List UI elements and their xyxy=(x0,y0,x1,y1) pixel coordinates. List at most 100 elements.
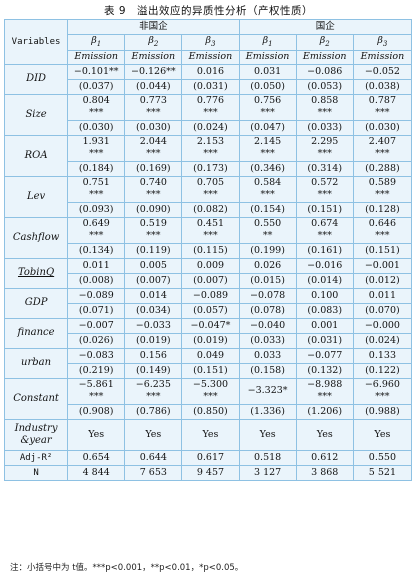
standard-error-cell: (1.206) xyxy=(295,403,354,420)
coefficient-row: Cashflow 0.649 *** 0.519 *** 0.451 *** 0.550 ** 0… xyxy=(3,216,413,259)
coefficient-cell: −5.861 *** xyxy=(67,377,126,405)
significance-stars: *** xyxy=(89,189,104,201)
coefficient-cell: 0.584 *** xyxy=(238,175,297,203)
adj-r2-cell: 0.550 xyxy=(352,449,413,466)
standard-error-cell: (0.850) xyxy=(181,403,240,420)
coefficient-cell: 0.026 xyxy=(238,257,297,274)
coefficient-value: 0.756 xyxy=(254,95,282,107)
coefficient-cell: −0.126** xyxy=(124,63,183,80)
standard-error-cell: (0.014) xyxy=(295,272,354,289)
variable-name: finance xyxy=(3,317,69,349)
standard-error-cell: (0.219) xyxy=(67,362,126,379)
coefficient-value: 2.295 xyxy=(311,136,339,148)
coefficient-value: 0.005 xyxy=(139,259,167,271)
variable-name: urban xyxy=(3,347,69,379)
significance-stars: *** xyxy=(203,107,218,119)
regression-table: Variables 非国企 国企 β1 β2 β3 β1 β2 β3 Emission Em… xyxy=(3,19,413,481)
significance-stars: *** xyxy=(203,148,218,160)
coefficient-value: −0.101** xyxy=(73,65,119,77)
coefficient-value: −0.007 xyxy=(78,319,114,331)
significance-stars: *** xyxy=(260,189,275,201)
coefficient-cell: 0.804 *** xyxy=(67,93,126,121)
standard-error-cell: (0.019) xyxy=(181,332,240,349)
coefficient-cell: 0.033 xyxy=(238,347,297,364)
coefficient-value: 0.589 xyxy=(368,177,396,189)
standard-error-cell: (0.184) xyxy=(67,160,126,177)
standard-error-cell: (0.199) xyxy=(238,242,297,259)
coefficient-value: 2.145 xyxy=(254,136,282,148)
header-row-groups: Variables 非国企 国企 xyxy=(3,19,413,65)
coefficient-value: 0.674 xyxy=(311,218,339,230)
standard-error-cell: (0.034) xyxy=(124,302,183,319)
coefficient-cell: 0.572 *** xyxy=(295,175,354,203)
significance-stars: *** xyxy=(203,391,218,403)
standard-error-cell: (0.122) xyxy=(352,362,413,379)
coefficient-value: 0.649 xyxy=(82,218,110,230)
standard-error-cell: (1.336) xyxy=(238,403,297,420)
coefficient-value: −6.235 xyxy=(135,379,171,391)
beta-header: β1 xyxy=(67,34,126,51)
coefficient-cell: −0.040 xyxy=(238,317,297,334)
standard-error-row: (0.908) (0.786) (0.850) (1.336) (1.206) (0.98… xyxy=(5,403,413,420)
standard-error-cell: (0.070) xyxy=(352,302,413,319)
coefficient-cell: −0.033 xyxy=(124,317,183,334)
coefficient-value: −0.086 xyxy=(307,65,343,77)
table-title: 表 9 溢出效应的异质性分析（产权性质） xyxy=(103,5,314,17)
n-obs-cell: 9 457 xyxy=(181,464,240,481)
coefficient-value: −5.861 xyxy=(78,379,114,391)
standard-error-cell: (0.090) xyxy=(124,201,183,218)
significance-stars: *** xyxy=(317,107,332,119)
standard-error-cell: (0.038) xyxy=(352,78,413,95)
coefficient-cell: 0.014 xyxy=(124,287,183,304)
variable-name: Cashflow xyxy=(3,216,69,259)
coefficient-value: 0.776 xyxy=(196,95,225,107)
significance-stars: *** xyxy=(146,107,161,119)
adj-r2-label: Adj-R² xyxy=(3,449,69,466)
coefficient-cell: 2.044 *** xyxy=(124,134,183,162)
significance-stars: *** xyxy=(375,189,390,201)
significance-stars: *** xyxy=(89,148,104,160)
coefficient-cell: −6.960 *** xyxy=(352,377,413,405)
standard-error-cell: (0.030) xyxy=(67,119,126,136)
beta-subscript: 2 xyxy=(325,39,330,48)
coefficient-cell: 2.153 *** xyxy=(181,134,240,162)
variables-header: Variables xyxy=(3,19,69,65)
coefficient-cell: 0.519 *** xyxy=(124,216,183,244)
coefficient-cell: −0.078 xyxy=(238,287,297,304)
coefficient-value: 0.011 xyxy=(368,289,396,301)
n-obs-label: N xyxy=(3,464,69,481)
group-header-soe: 国企 xyxy=(238,19,413,35)
coefficient-value: −0.077 xyxy=(307,349,343,361)
significance-stars: *** xyxy=(146,391,161,403)
coefficient-value: −0.089 xyxy=(78,289,114,301)
beta-subscript: 3 xyxy=(210,39,216,48)
coefficient-cell: −0.077 xyxy=(295,347,354,364)
standard-error-cell: (0.024) xyxy=(181,119,240,136)
adj-r2-row: Adj-R² 0.654 0.644 0.617 0.518 0.612 0.550 xyxy=(3,449,413,466)
coefficient-cell: 0.016 xyxy=(181,63,240,80)
dependent-variable-header: Emission xyxy=(238,49,297,65)
coefficient-row: Lev 0.751 *** 0.740 *** 0.705 *** 0.584 *** 0.572… xyxy=(3,175,413,218)
coefficient-cell: 0.773 *** xyxy=(124,93,183,121)
coefficient-row: GDP −0.089 0.014 −0.089 −0.078 0.100 0.011 xyxy=(3,287,413,319)
standard-error-row: (0.134) (0.119) (0.115) (0.199) (0.161) (0.15… xyxy=(5,242,413,259)
coefficient-value: 0.572 xyxy=(311,177,339,189)
standard-error-cell: (0.314) xyxy=(295,160,354,177)
coefficient-value: −0.089 xyxy=(192,289,229,301)
adj-r2-cell: 0.644 xyxy=(124,449,183,466)
adj-r2-cell: 0.617 xyxy=(181,449,240,466)
significance-stars: *** xyxy=(203,230,218,242)
significance-stars: *** xyxy=(317,189,332,201)
significance-stars: ** xyxy=(262,230,273,242)
coefficient-row: TobinQ 0.011 0.005 0.009 0.026 −0.016 −0.001 xyxy=(3,257,413,289)
significance-stars: *** xyxy=(89,391,104,403)
coefficient-value: 0.049 xyxy=(196,349,225,361)
coefficient-cell: 0.451 *** xyxy=(181,216,240,244)
coefficient-cell: −3.323* xyxy=(238,377,297,405)
coefficient-cell: −0.007 xyxy=(67,317,126,334)
group-header-nonsoe: 非国企 xyxy=(67,19,240,35)
standard-error-cell: (0.037) xyxy=(67,78,126,95)
industry-year-cell: Yes xyxy=(181,418,240,451)
coefficient-value: −0.033 xyxy=(135,319,171,331)
